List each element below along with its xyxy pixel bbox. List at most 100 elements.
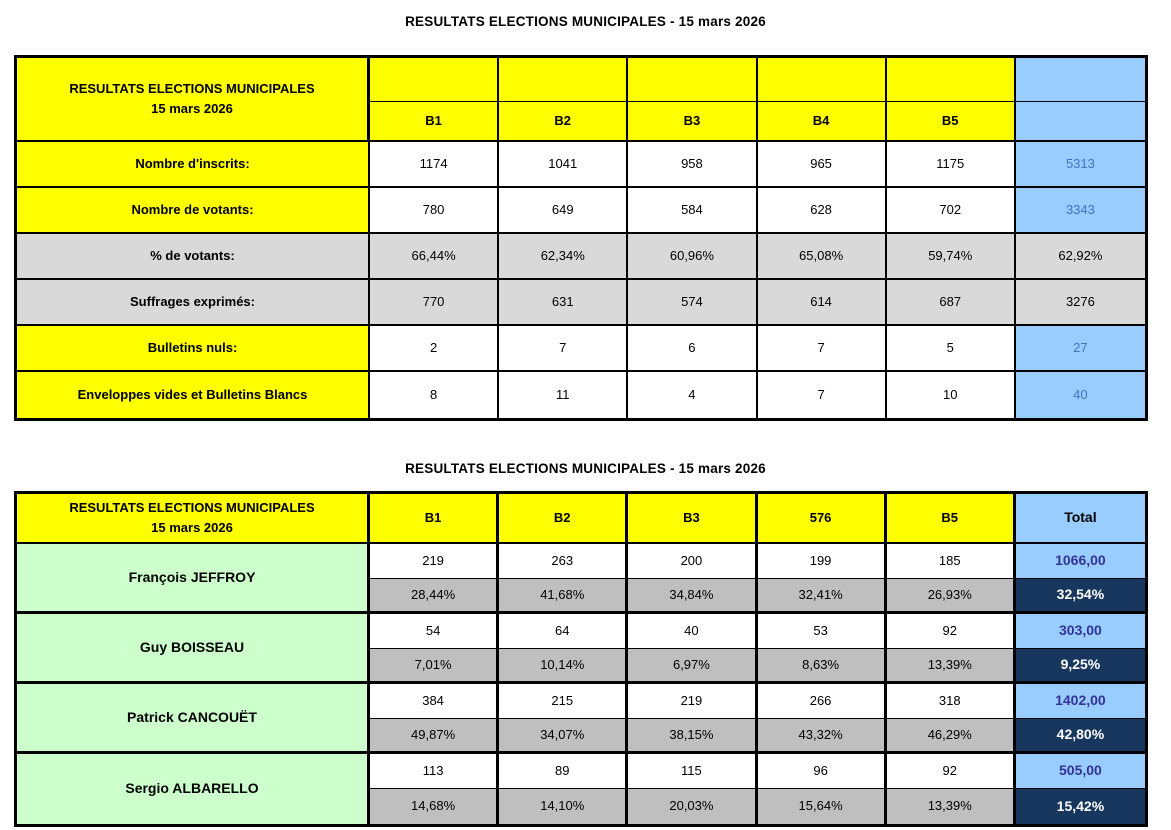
value-cell: 6 [628, 326, 758, 372]
votes-cell: 318 [886, 684, 1016, 719]
percent-cell: 34,84% [628, 579, 758, 614]
value-cell: 2 [370, 326, 500, 372]
value-cell: 614 [757, 280, 887, 326]
votes-cell: 266 [757, 684, 887, 719]
percent-cell: 46,29% [886, 719, 1016, 754]
percent-cell: 43,32% [757, 719, 887, 754]
value-cell: 10 [886, 372, 1016, 418]
value-cell: 5 [886, 326, 1016, 372]
row-total-cell: 3276 [1015, 280, 1145, 326]
votes-cell: 92 [886, 754, 1016, 789]
percent-cell: 38,15% [628, 719, 758, 754]
votes-total-cell: 1402,00 [1015, 684, 1145, 719]
value-cell: 1174 [370, 142, 500, 188]
percent-cell: 34,07% [499, 719, 629, 754]
table1-title-line2: 15 mars 2026 [151, 101, 233, 116]
votes-cell: 219 [628, 684, 758, 719]
value-cell: 631 [499, 280, 629, 326]
votes-cell: 200 [628, 544, 758, 579]
page-title-top: RESULTATS ELECTIONS MUNICIPALES - 15 mar… [405, 14, 766, 29]
row-total-cell: 62,92% [1015, 234, 1145, 280]
value-cell: 628 [757, 188, 887, 234]
page-title-middle: RESULTATS ELECTIONS MUNICIPALES - 15 mar… [405, 461, 766, 476]
row-label: Nombre de votants: [17, 188, 370, 234]
column-header-b1: B1 [370, 102, 500, 142]
votes-cell: 53 [757, 614, 887, 649]
empty-header-cell [886, 58, 1016, 102]
value-cell: 770 [370, 280, 500, 326]
votes-cell: 115 [628, 754, 758, 789]
percent-cell: 20,03% [628, 789, 758, 824]
row-label: % de votants: [17, 234, 370, 280]
row-total-cell: 40 [1015, 372, 1145, 418]
votes-cell: 89 [499, 754, 629, 789]
votes-total-cell: 303,00 [1015, 614, 1145, 649]
percent-cell: 41,68% [499, 579, 629, 614]
votes-cell: 113 [370, 754, 500, 789]
summary-table: RESULTATS ELECTIONS MUNICIPALES 15 mars … [14, 55, 1148, 421]
column-header-b5: B5 [886, 494, 1016, 544]
empty-header-cell [370, 58, 500, 102]
row-total-cell: 3343 [1015, 188, 1145, 234]
percent-cell: 49,87% [370, 719, 500, 754]
row-label: Bulletins nuls: [17, 326, 370, 372]
percent-cell: 15,64% [757, 789, 887, 824]
votes-cell: 54 [370, 614, 500, 649]
value-cell: 59,74% [886, 234, 1016, 280]
value-cell: 7 [757, 372, 887, 418]
percent-cell: 14,68% [370, 789, 500, 824]
value-cell: 649 [499, 188, 629, 234]
empty-header-cell [757, 58, 887, 102]
candidate-name: Sergio ALBARELLO [17, 754, 370, 824]
table1-title-cell: RESULTATS ELECTIONS MUNICIPALES 15 mars … [17, 58, 370, 142]
value-cell: 574 [628, 280, 758, 326]
votes-cell: 263 [499, 544, 629, 579]
candidates-table: RESULTATS ELECTIONS MUNICIPALES 15 mars … [14, 491, 1148, 827]
table2-title-line1: RESULTATS ELECTIONS MUNICIPALES [69, 500, 315, 516]
value-cell: 780 [370, 188, 500, 234]
candidate-name: Patrick CANCOUËT [17, 684, 370, 754]
empty-header-cell [628, 58, 758, 102]
percent-cell: 13,39% [886, 649, 1016, 684]
column-header-b5: B5 [886, 102, 1016, 142]
column-header-b2: B2 [499, 102, 629, 142]
percent-total-cell: 32,54% [1015, 579, 1145, 614]
percent-cell: 32,41% [757, 579, 887, 614]
value-cell: 687 [886, 280, 1016, 326]
value-cell: 8 [370, 372, 500, 418]
column-header-total: Total [1015, 494, 1145, 544]
column-header-b2: B2 [499, 494, 629, 544]
value-cell: 66,44% [370, 234, 500, 280]
percent-total-cell: 9,25% [1015, 649, 1145, 684]
votes-cell: 219 [370, 544, 500, 579]
percent-cell: 14,10% [499, 789, 629, 824]
percent-cell: 10,14% [499, 649, 629, 684]
percent-total-cell: 15,42% [1015, 789, 1145, 824]
percent-cell: 6,97% [628, 649, 758, 684]
row-label: Enveloppes vides et Bulletins Blancs [17, 372, 370, 418]
value-cell: 7 [499, 326, 629, 372]
percent-cell: 8,63% [757, 649, 887, 684]
votes-cell: 40 [628, 614, 758, 649]
column-header-b3: B3 [628, 102, 758, 142]
empty-header-cell-total [1015, 58, 1145, 102]
votes-cell: 215 [499, 684, 629, 719]
value-cell: 958 [628, 142, 758, 188]
row-label: Nombre d'inscrits: [17, 142, 370, 188]
value-cell: 965 [757, 142, 887, 188]
votes-cell: 199 [757, 544, 887, 579]
percent-cell: 13,39% [886, 789, 1016, 824]
value-cell: 702 [886, 188, 1016, 234]
votes-cell: 92 [886, 614, 1016, 649]
value-cell: 65,08% [757, 234, 887, 280]
percent-cell: 7,01% [370, 649, 500, 684]
votes-cell: 96 [757, 754, 887, 789]
votes-cell: 64 [499, 614, 629, 649]
votes-cell: 384 [370, 684, 500, 719]
percent-cell: 28,44% [370, 579, 500, 614]
column-header-b1: B1 [370, 494, 500, 544]
votes-cell: 185 [886, 544, 1016, 579]
empty-header-cell [499, 58, 629, 102]
row-total-cell: 27 [1015, 326, 1145, 372]
value-cell: 7 [757, 326, 887, 372]
